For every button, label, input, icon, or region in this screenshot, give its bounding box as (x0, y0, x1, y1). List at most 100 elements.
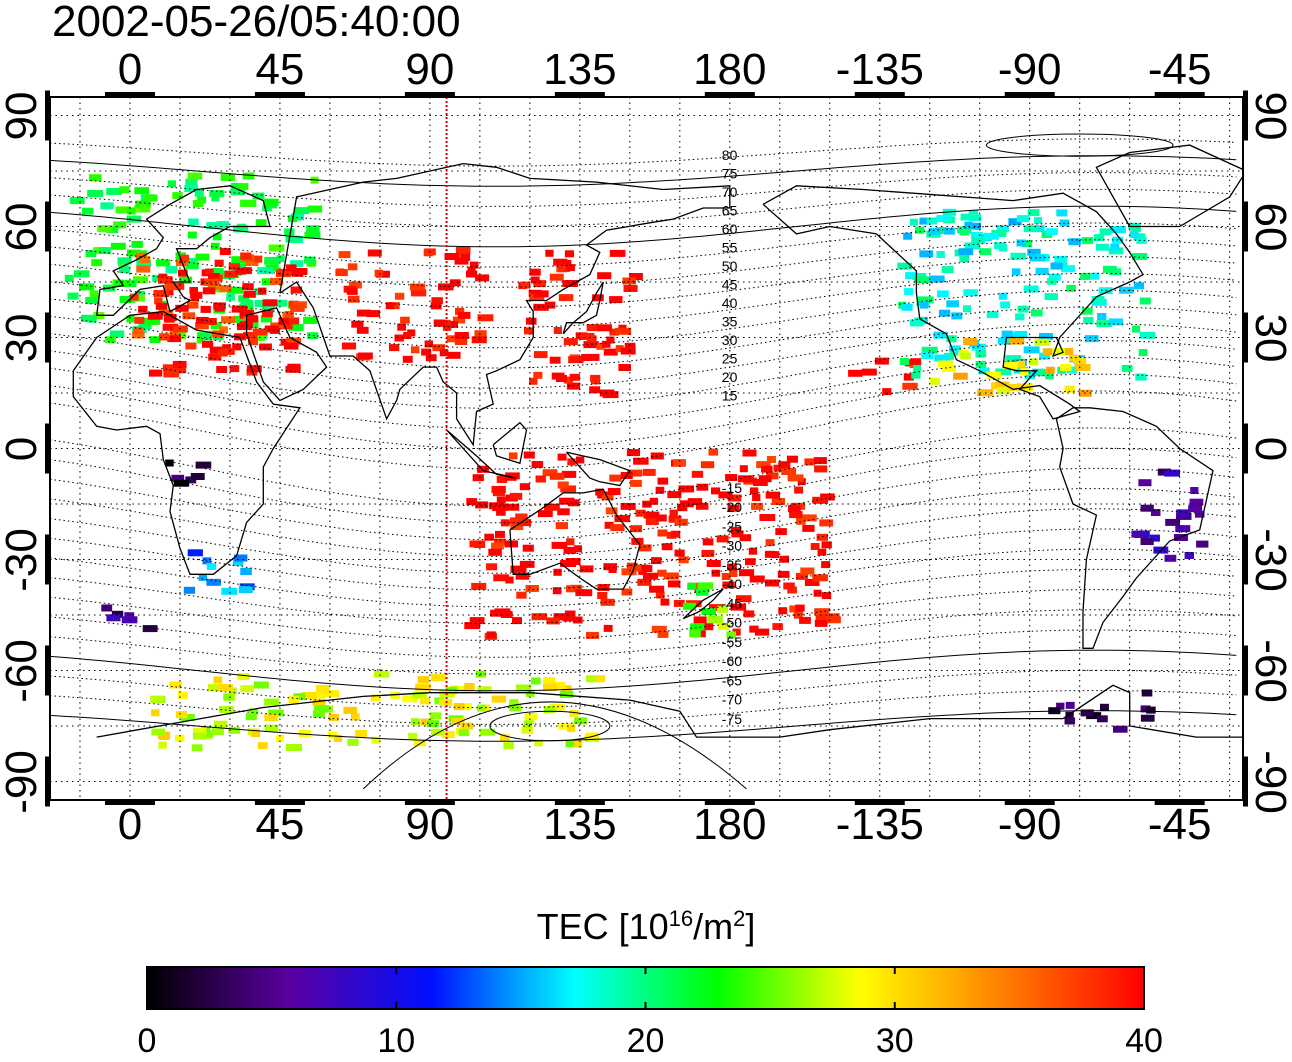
tec-cell (169, 329, 179, 337)
coastline (562, 281, 604, 335)
tec-cell (117, 257, 132, 265)
tec-cell (131, 240, 143, 248)
tec-cell (1110, 226, 1126, 233)
tec-cell (130, 293, 139, 301)
tec-cell (1042, 348, 1053, 356)
colorbar-title-exponent: 16 (668, 906, 694, 931)
tec-cell (1190, 487, 1199, 494)
tec-cell (220, 174, 235, 182)
tec-cell (773, 464, 783, 472)
tec-cell (996, 225, 1009, 233)
tec-cell (248, 321, 259, 328)
tec-region (518, 249, 643, 399)
tec-cell (223, 693, 232, 701)
tec-cell (219, 248, 231, 256)
contour-labels: 80 75 70 65 60 55 50 45 40 35 30 25 20 15 -15 -20 -25 -30… (722, 147, 742, 727)
tec-cell (934, 354, 950, 362)
tec-cell (810, 543, 820, 550)
tec-cell (742, 449, 757, 457)
tec-cell (192, 732, 206, 740)
tec-cell (573, 616, 583, 624)
tec-cell (450, 320, 459, 328)
magnetic-latitude-contour (50, 629, 1237, 675)
tec-cell (711, 569, 721, 577)
tec-cell (543, 677, 556, 685)
tec-cell (195, 322, 209, 330)
tec-cell (192, 200, 204, 207)
tec-cell (185, 342, 197, 350)
tec-cell (1020, 368, 1029, 375)
tec-cell (356, 326, 369, 334)
tec-cell (722, 581, 735, 589)
tec-cell (486, 563, 498, 571)
tec-cell (237, 183, 249, 191)
south-pole-contour-outer (362, 701, 747, 790)
tec-cell (409, 283, 426, 291)
coastline (682, 588, 724, 620)
tec-cell (261, 310, 273, 318)
tec-cell (308, 231, 321, 239)
tec-cell (198, 573, 208, 581)
tec-cell (1039, 352, 1050, 360)
tec-cell (1097, 313, 1107, 320)
tec-cell (119, 186, 130, 194)
tec-cell (817, 548, 827, 556)
tec-cell (1081, 237, 1093, 245)
tec-cell (561, 470, 577, 478)
tec-cell (234, 333, 247, 341)
lat-tick-label-left: -90 (0, 749, 46, 814)
tec-cell (687, 498, 703, 506)
tec-cell (937, 360, 954, 368)
tec-cell (515, 684, 532, 692)
tec-cell (292, 301, 307, 309)
tec-cell (1196, 540, 1209, 548)
tec-cell (222, 344, 231, 352)
lat-tick-label-left: 90 (0, 91, 46, 140)
tec-cell (882, 388, 892, 396)
tec-cell (519, 560, 535, 568)
tec-cell (753, 479, 768, 486)
tec-region (1131, 468, 1209, 562)
tec-cell (821, 541, 832, 549)
lat-tick-label-right: -60 (1246, 638, 1292, 703)
tec-cell (579, 565, 594, 573)
tec-cell (484, 533, 494, 541)
lat-tick-label-right: 90 (1246, 91, 1292, 140)
tec-cell (1022, 240, 1033, 248)
tec-cell (394, 292, 405, 300)
tec-cell (691, 470, 704, 478)
frame-ticks (45, 90, 1248, 807)
tec-cell (207, 282, 221, 290)
tec-cell (151, 709, 160, 717)
tec-cell (262, 299, 278, 307)
tec-cell (466, 498, 477, 506)
tec-cell (178, 269, 188, 277)
coastline (762, 185, 1144, 420)
tec-cell (430, 712, 442, 720)
tec-cell (557, 453, 567, 461)
tec-cell (825, 613, 840, 621)
tec-cell (1099, 228, 1112, 236)
tec-cell (964, 221, 973, 229)
lon-tick-label-bottom: 90 (405, 800, 455, 849)
tec-cell (87, 190, 104, 197)
tec-cell (557, 508, 570, 516)
tec-cell (564, 610, 576, 618)
tec-cell (915, 226, 925, 234)
tec-cell (1113, 725, 1128, 733)
tec-cell (641, 565, 653, 572)
contour-label: -70 (722, 692, 742, 708)
tec-cell (651, 625, 667, 633)
tec-cell (745, 558, 756, 566)
tec-cell (213, 676, 223, 684)
tec-cell (543, 684, 557, 692)
tec-cell (531, 613, 548, 621)
tec-cell (731, 530, 744, 538)
tec-cell (1024, 372, 1036, 380)
tec-cell (1035, 225, 1045, 233)
timestamp-title: 2002-05-26/05:40:00 (52, 0, 461, 46)
tec-cell (280, 338, 292, 346)
tec-cell (622, 277, 636, 285)
tec-cell (553, 568, 562, 576)
tec-cell (264, 724, 279, 732)
